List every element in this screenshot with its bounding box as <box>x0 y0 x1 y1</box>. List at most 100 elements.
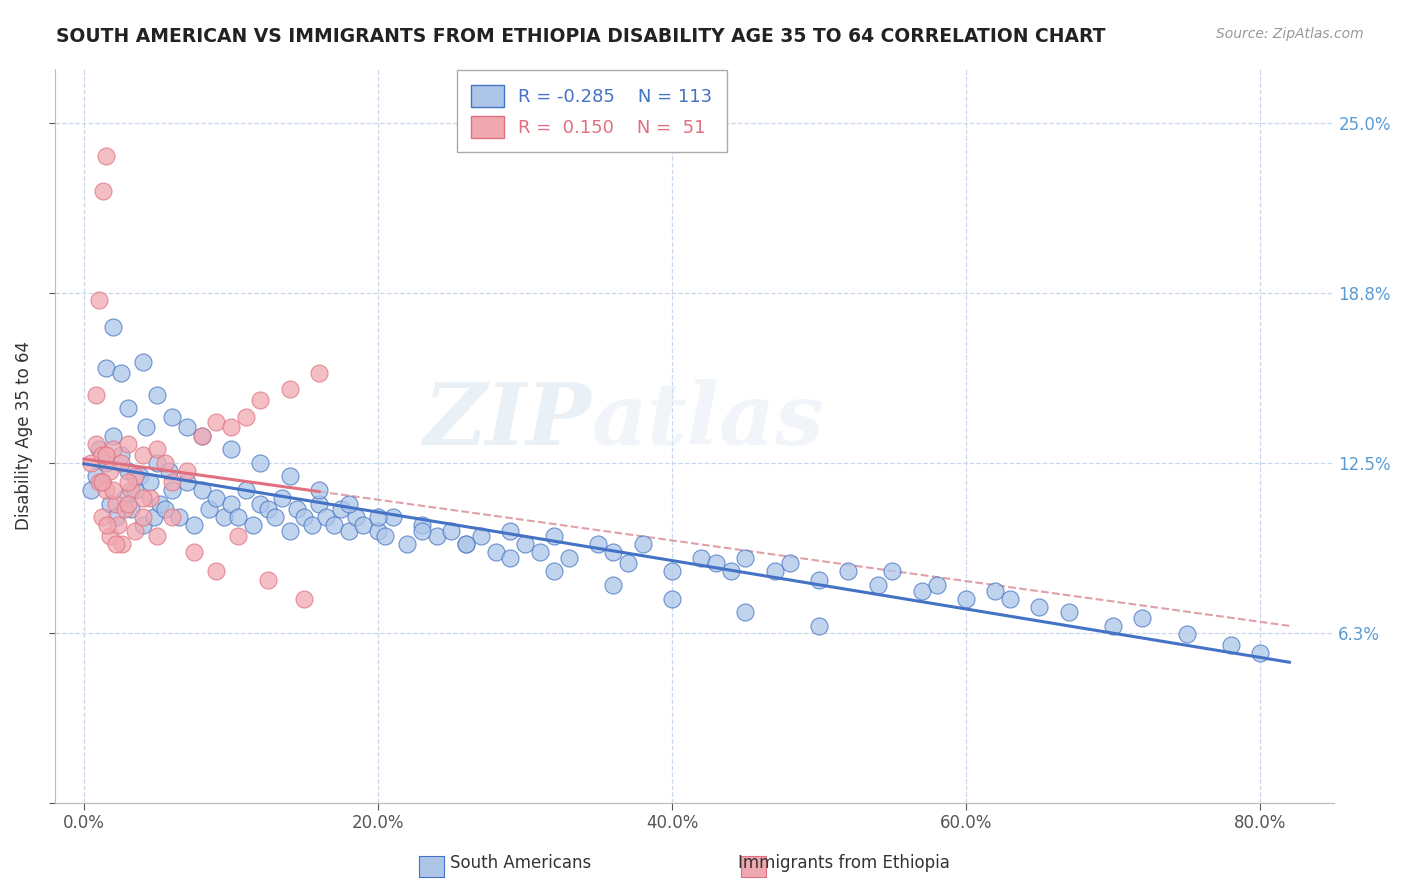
Point <box>308 483 330 497</box>
Point <box>205 565 228 579</box>
Point <box>470 529 492 543</box>
Point <box>837 565 859 579</box>
Point <box>294 510 316 524</box>
Point <box>1175 627 1198 641</box>
Point <box>139 491 162 505</box>
Point <box>456 537 478 551</box>
Point <box>602 545 624 559</box>
Point <box>103 483 125 497</box>
Point <box>456 537 478 551</box>
Point <box>132 518 155 533</box>
Point <box>160 483 183 497</box>
Point <box>330 502 353 516</box>
Point <box>219 496 242 510</box>
Point <box>294 591 316 606</box>
Point <box>146 442 169 457</box>
Point <box>499 524 522 538</box>
Point <box>146 529 169 543</box>
Point <box>285 502 308 516</box>
Point <box>212 510 235 524</box>
Point <box>103 319 125 334</box>
Point <box>249 456 271 470</box>
Point <box>242 518 264 533</box>
Point <box>866 578 889 592</box>
Point <box>219 420 242 434</box>
Point <box>128 469 150 483</box>
Point <box>529 545 551 559</box>
Point <box>84 436 107 450</box>
Point <box>96 518 118 533</box>
Point <box>160 510 183 524</box>
Point <box>114 502 136 516</box>
Point <box>308 496 330 510</box>
Point <box>381 510 404 524</box>
Point <box>720 565 742 579</box>
Point <box>110 456 132 470</box>
Point <box>132 355 155 369</box>
Text: Source: ZipAtlas.com: Source: ZipAtlas.com <box>1216 27 1364 41</box>
Point <box>100 496 122 510</box>
Point <box>911 583 934 598</box>
Point <box>176 464 198 478</box>
Point <box>105 510 128 524</box>
Point <box>484 545 506 559</box>
Point <box>90 475 112 489</box>
Text: ZIP: ZIP <box>423 379 592 463</box>
Point <box>90 448 112 462</box>
Point <box>955 591 977 606</box>
Point <box>80 483 103 497</box>
Point <box>426 529 449 543</box>
Point <box>226 510 249 524</box>
Point <box>117 475 139 489</box>
Point <box>124 469 146 483</box>
Point <box>183 545 205 559</box>
Point <box>617 557 640 571</box>
Text: SOUTH AMERICAN VS IMMIGRANTS FROM ETHIOPIA DISABILITY AGE 35 TO 64 CORRELATION C: SOUTH AMERICAN VS IMMIGRANTS FROM ETHIOP… <box>56 27 1105 45</box>
Point <box>117 496 139 510</box>
Point <box>94 483 117 497</box>
Point <box>110 448 132 462</box>
Point <box>169 510 191 524</box>
Point <box>190 483 212 497</box>
Point <box>543 529 565 543</box>
Point <box>205 415 228 429</box>
Point <box>100 464 122 478</box>
Point <box>190 428 212 442</box>
Point <box>690 550 713 565</box>
Point <box>704 557 727 571</box>
Point <box>322 518 344 533</box>
Point <box>90 475 112 489</box>
Point <box>94 148 117 162</box>
Point <box>153 502 176 516</box>
Point <box>84 388 107 402</box>
Point <box>205 491 228 505</box>
Point <box>143 510 166 524</box>
Point <box>94 456 117 470</box>
Point <box>984 583 1007 598</box>
Point <box>256 573 278 587</box>
Point <box>149 496 172 510</box>
Point <box>315 510 337 524</box>
Point <box>278 382 301 396</box>
Text: atlas: atlas <box>592 379 824 463</box>
Point <box>124 483 146 497</box>
Point <box>87 475 110 489</box>
Legend: R = -0.285    N = 113, R =  0.150    N =  51: R = -0.285 N = 113, R = 0.150 N = 51 <box>457 70 727 153</box>
Point <box>94 360 117 375</box>
Point <box>1102 619 1125 633</box>
Point <box>135 420 157 434</box>
Point <box>114 491 136 505</box>
Point <box>110 366 132 380</box>
Point <box>249 496 271 510</box>
Point <box>80 456 103 470</box>
Point <box>558 550 581 565</box>
Point <box>1249 646 1271 660</box>
Point <box>367 510 389 524</box>
Point <box>87 442 110 457</box>
Point <box>661 565 683 579</box>
Point <box>1132 611 1154 625</box>
Point <box>120 502 142 516</box>
Point <box>117 401 139 416</box>
Point <box>219 442 242 457</box>
Point <box>278 469 301 483</box>
